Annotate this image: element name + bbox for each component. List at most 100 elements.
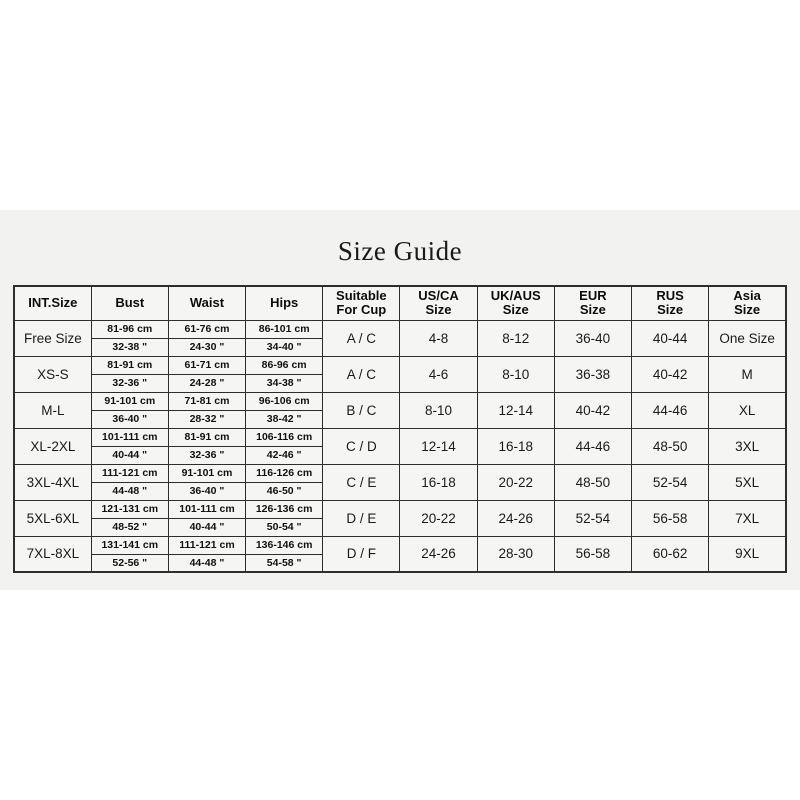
cell-asia: One Size [708, 319, 787, 357]
cell-us-ca: 4-8 [399, 319, 478, 357]
cell-us-ca: 4-6 [399, 355, 478, 393]
cell-hips-cm: 136-146 cm [245, 535, 324, 555]
header-line: INT.Size [28, 295, 78, 311]
cell-waist-in: 28-32 " [167, 409, 247, 429]
table-row-inches: 32-36 " 24-28 " 34-38 " [14, 373, 786, 393]
col-header-waist: Waist [167, 285, 247, 321]
header-line: Asia [733, 288, 761, 304]
cell-eur: 48-50 [553, 463, 633, 501]
cell-bust-in: 48-52 " [90, 517, 169, 537]
cell-waist-in: 40-44 " [167, 517, 247, 537]
col-header-int-size: INT.Size [13, 285, 92, 321]
cell-asia: 5XL [708, 463, 787, 501]
cell-waist-cm: 61-71 cm [167, 355, 247, 375]
col-header-uk-aus-size: UK/AUS Size [476, 285, 555, 321]
table-row: Free Size 81-96 cm 61-76 cm 86-101 cm A … [13, 319, 787, 357]
cell-hips-in: 34-38 " [245, 373, 324, 393]
cell-asia: M [708, 355, 787, 393]
cell-uk-aus: 12-14 [476, 391, 555, 429]
cell-rus: 56-58 [630, 499, 710, 537]
cell-asia: 9XL [708, 535, 787, 573]
cell-int-size: 3XL-4XL [13, 463, 92, 501]
header-line: Bust [115, 295, 145, 311]
table-row: XS-S 81-91 cm 61-71 cm 86-96 cm A / C 4-… [13, 355, 787, 393]
cell-uk-aus: 24-26 [476, 499, 555, 537]
cell-cup: C / E [322, 463, 401, 501]
cell-asia: 7XL [708, 499, 787, 537]
cell-hips-in: 38-42 " [245, 409, 324, 429]
cell-hips-in: 46-50 " [245, 481, 324, 501]
cell-waist-cm: 91-101 cm [167, 463, 247, 483]
cell-cup: C / D [322, 427, 401, 465]
cell-bust-cm: 121-131 cm [90, 499, 169, 519]
cell-cup: A / C [322, 319, 401, 357]
table-row: 5XL-6XL 121-131 cm 101-111 cm 126-136 cm… [13, 499, 787, 537]
cell-bust-cm: 111-121 cm [90, 463, 169, 483]
cell-hips-in: 42-46 " [245, 445, 324, 465]
col-header-eur-size: EUR Size [553, 285, 633, 321]
cell-bust-in: 32-36 " [90, 373, 169, 393]
cell-hips-cm: 96-106 cm [245, 391, 324, 411]
table-row-inches: 48-52 " 40-44 " 50-54 " [14, 517, 786, 537]
col-header-hips: Hips [245, 285, 324, 321]
cell-hips-cm: 126-136 cm [245, 499, 324, 519]
header-line: Size [425, 302, 452, 318]
table-row: M-L 91-101 cm 71-81 cm 96-106 cm B / C 8… [13, 391, 787, 429]
cell-uk-aus: 16-18 [476, 427, 555, 465]
cell-int-size: M-L [13, 391, 92, 429]
cell-int-size: Free Size [13, 319, 92, 357]
page-title: Size Guide [337, 236, 463, 266]
col-header-rus-size: RUS Size [630, 285, 710, 321]
cell-eur: 36-38 [553, 355, 633, 393]
cell-waist-in: 24-28 " [167, 373, 247, 393]
header-line: Waist [189, 295, 225, 311]
cell-waist-cm: 61-76 cm [167, 319, 247, 339]
cell-bust-in: 36-40 " [90, 409, 169, 429]
cell-cup: D / F [322, 535, 401, 573]
cell-bust-in: 32-38 " [90, 337, 169, 357]
cell-asia: XL [708, 391, 787, 429]
col-header-suitable-for-cup: Suitable For Cup [322, 285, 401, 321]
cell-eur: 56-58 [553, 535, 633, 573]
cell-us-ca: 8-10 [399, 391, 478, 429]
cell-us-ca: 12-14 [399, 427, 478, 465]
cell-bust-cm: 81-91 cm [90, 355, 169, 375]
cell-uk-aus: 8-10 [476, 355, 555, 393]
table-body: Free Size 81-96 cm 61-76 cm 86-101 cm A … [13, 319, 787, 573]
cell-waist-in: 36-40 " [167, 481, 247, 501]
cell-hips-cm: 86-101 cm [245, 319, 324, 339]
cell-hips-in: 50-54 " [245, 517, 324, 537]
table-row-inches: 40-44 " 32-36 " 42-46 " [14, 445, 786, 465]
cell-hips-in: 54-58 " [245, 553, 324, 573]
cell-bust-in: 44-48 " [90, 481, 169, 501]
col-header-bust: Bust [90, 285, 169, 321]
cell-bust-cm: 91-101 cm [90, 391, 169, 411]
cell-waist-cm: 101-111 cm [167, 499, 247, 519]
cell-waist-cm: 111-121 cm [167, 535, 247, 555]
cell-us-ca: 16-18 [399, 463, 478, 501]
table-row: 3XL-4XL 111-121 cm 91-101 cm 116-126 cm … [13, 463, 787, 501]
cell-rus: 52-54 [630, 463, 710, 501]
cell-eur: 52-54 [553, 499, 633, 537]
cell-hips-cm: 86-96 cm [245, 355, 324, 375]
cell-waist-cm: 81-91 cm [167, 427, 247, 447]
cell-hips-cm: 116-126 cm [245, 463, 324, 483]
header-line: US/CA [418, 288, 459, 304]
header-row: INT.Size Bust Waist Hips Suitable [13, 285, 787, 321]
cell-int-size: XS-S [13, 355, 92, 393]
cell-waist-in: 44-48 " [167, 553, 247, 573]
header-line: Size [657, 302, 684, 318]
cell-cup: B / C [322, 391, 401, 429]
cell-asia: 3XL [708, 427, 787, 465]
col-header-us-ca-size: US/CA Size [399, 285, 478, 321]
header-line: UK/AUS [490, 288, 541, 304]
cell-waist-in: 24-30 " [167, 337, 247, 357]
header-line: RUS [656, 288, 684, 304]
header-line: Suitable [336, 288, 387, 304]
cell-rus: 40-42 [630, 355, 710, 393]
cell-hips-in: 34-40 " [245, 337, 324, 357]
cell-waist-in: 32-36 " [167, 445, 247, 465]
cell-us-ca: 24-26 [399, 535, 478, 573]
cell-uk-aus: 8-12 [476, 319, 555, 357]
cell-rus: 44-46 [630, 391, 710, 429]
